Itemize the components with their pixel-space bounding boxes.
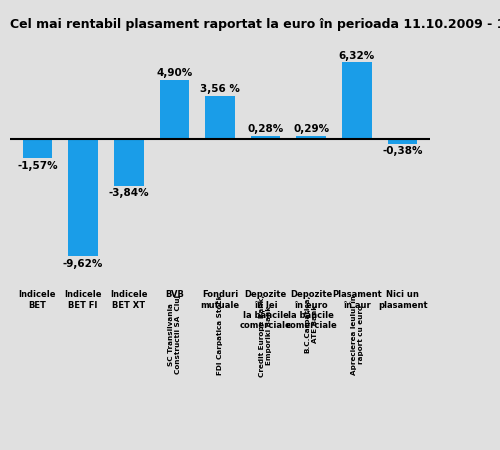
Text: Plasament
în aur: Plasament în aur [332, 290, 382, 310]
Text: Cel mai rentabil plasament raportat la euro în perioada 11.10.2009 - 11.11.2010: Cel mai rentabil plasament raportat la e… [10, 18, 500, 31]
Text: 0,29%: 0,29% [293, 124, 330, 134]
Bar [114, 140, 144, 186]
Text: FDI Carpatica Stock: FDI Carpatica Stock [217, 295, 223, 375]
Text: 3,56 %: 3,56 % [200, 84, 240, 94]
Text: Aprecierea leului în
raport cu euro: Aprecierea leului în raport cu euro [350, 295, 364, 375]
Text: -3,84%: -3,84% [108, 189, 149, 198]
Text: B.C.Carpatica,
ATE Bank: B.C.Carpatica, ATE Bank [305, 295, 318, 353]
Text: Indicele
BET XT: Indicele BET XT [110, 290, 148, 310]
Text: Depozite
în lei
la băncile
comerciale: Depozite în lei la băncile comerciale [240, 290, 292, 330]
Text: Depozite
în euro
la băncile
comerciale: Depozite în euro la băncile comerciale [286, 290, 337, 330]
Bar [342, 63, 372, 140]
Text: -0,38%: -0,38% [382, 146, 423, 156]
Bar [68, 140, 98, 256]
Text: Indicele
BET: Indicele BET [18, 290, 56, 310]
Text: Credit Europe Bank,
Emporiki Bank: Credit Europe Bank, Emporiki Bank [259, 295, 272, 377]
Text: 0,28%: 0,28% [248, 124, 284, 134]
Bar [296, 136, 326, 140]
Text: BVB: BVB [165, 290, 184, 299]
Text: 6,32%: 6,32% [339, 51, 375, 61]
Bar [251, 136, 280, 140]
Text: 4,90%: 4,90% [156, 68, 192, 78]
Text: Indicele
BET FI: Indicele BET FI [64, 290, 102, 310]
Text: SC Transilvania
Constructii SA  Cluj: SC Transilvania Constructii SA Cluj [168, 295, 181, 374]
Text: Nici un
plasament: Nici un plasament [378, 290, 428, 310]
Text: -1,57%: -1,57% [17, 161, 58, 171]
Bar [388, 140, 418, 144]
Text: -9,62%: -9,62% [63, 259, 103, 269]
Text: Fonduri
mutuale: Fonduri mutuale [200, 290, 239, 310]
Bar [22, 140, 52, 158]
Bar [205, 96, 235, 140]
Bar [160, 80, 189, 140]
